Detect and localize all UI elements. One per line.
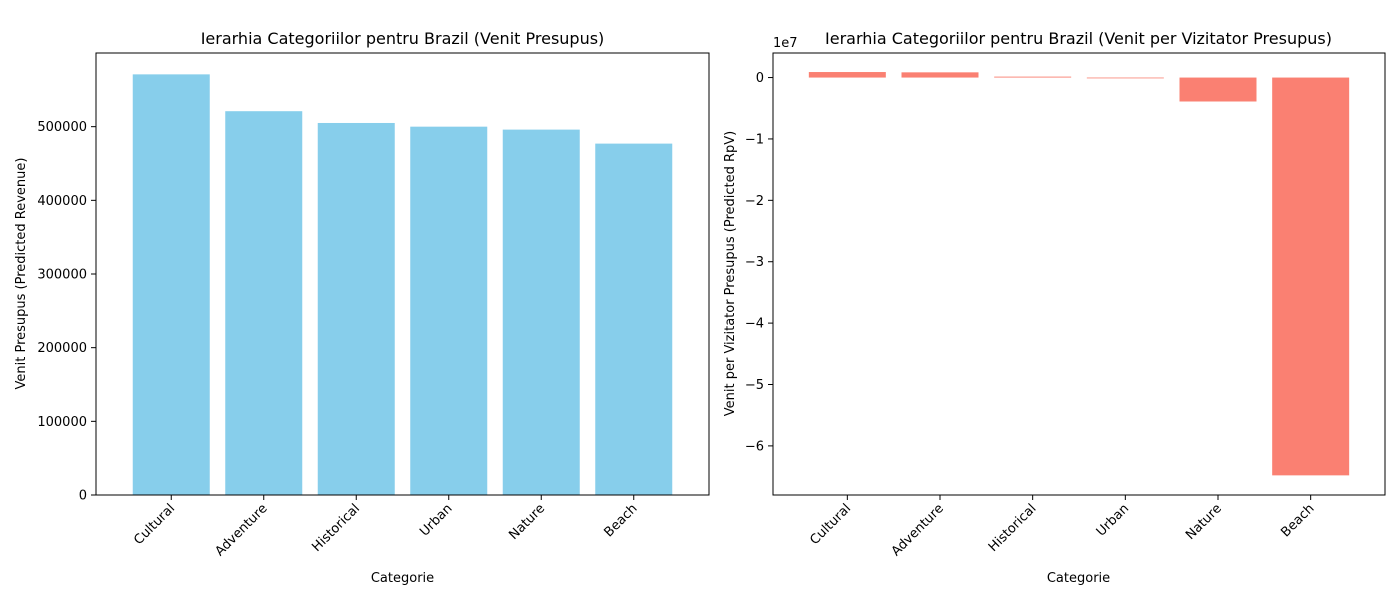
chart-title: Ierarhia Categoriilor pentru Brazil (Ven…	[201, 29, 605, 48]
x-axis-label: Categorie	[1047, 571, 1110, 586]
bars-group	[808, 72, 1350, 476]
y-ticks-group: 0 100000 200000 300000 400000 500000	[37, 120, 96, 504]
x-tick-label: Adventure	[889, 501, 947, 559]
y-tick-label: 200000	[37, 341, 87, 356]
y-tick-label: −1	[745, 132, 764, 147]
bar-beach	[595, 143, 673, 496]
x-tick-label: Nature	[506, 501, 548, 543]
bar-adventure	[901, 72, 979, 78]
plot-frame	[95, 52, 710, 496]
y-tick-label: −2	[745, 194, 764, 209]
y-ticks-group: 0 −1 −2 −3 −4 −5 −6	[745, 71, 773, 454]
x-tick-label: Beach	[1278, 501, 1317, 540]
x-tick-label: Historical	[309, 501, 363, 555]
bar-nature	[502, 129, 580, 496]
bar-historical	[317, 122, 395, 495]
y-tick-label: 0	[756, 71, 764, 86]
bar-beach	[1272, 77, 1350, 476]
y-tick-label: 400000	[37, 194, 87, 209]
revenue-per-visitor-chart-panel: Ierarhia Categoriilor pentru Brazil (Ven…	[723, 29, 1386, 586]
x-tick-label: Cultural	[807, 501, 854, 548]
y-tick-label: 500000	[37, 120, 87, 135]
y-axis-label: Venit per Vizitator Presupus (Predicted …	[723, 131, 738, 417]
x-tick-label: Urban	[417, 501, 455, 539]
y-tick-label: 0	[79, 489, 87, 504]
bar-historical	[994, 76, 1072, 78]
y-tick-label: 100000	[37, 415, 87, 430]
bar-nature	[1179, 77, 1257, 102]
x-ticks-group: Cultural Adventure Historical Urban Nature Be…	[807, 495, 1317, 559]
bar-cultural	[132, 74, 210, 496]
x-tick-label: Cultural	[131, 501, 178, 548]
plot-frame	[772, 52, 1386, 496]
axis-offset-label: 1e7	[773, 36, 798, 51]
revenue-chart-panel: Ierarhia Categoriilor pentru Brazil (Ven…	[14, 29, 710, 586]
x-tick-label: Historical	[986, 501, 1040, 555]
x-axis-label: Categorie	[371, 571, 434, 586]
chart-title: Ierarhia Categoriilor pentru Brazil (Ven…	[825, 29, 1332, 48]
y-tick-label: −5	[745, 378, 764, 393]
bars-group	[132, 74, 673, 496]
y-axis-label: Venit Presupus (Predicted Revenue)	[14, 158, 29, 390]
y-tick-label: −6	[745, 439, 764, 454]
x-ticks-group: Cultural Adventure Historical Urban Nature Be…	[131, 495, 641, 559]
x-tick-label: Urban	[1094, 501, 1132, 539]
bar-urban	[1086, 77, 1164, 79]
x-tick-label: Adventure	[212, 501, 270, 559]
y-tick-label: 300000	[37, 268, 87, 283]
x-tick-label: Nature	[1183, 501, 1225, 543]
y-tick-label: −3	[745, 255, 764, 270]
bar-adventure	[225, 111, 303, 495]
x-tick-label: Beach	[601, 501, 640, 540]
bar-urban	[410, 126, 488, 496]
bar-cultural	[808, 72, 886, 78]
y-tick-label: −4	[745, 317, 764, 332]
